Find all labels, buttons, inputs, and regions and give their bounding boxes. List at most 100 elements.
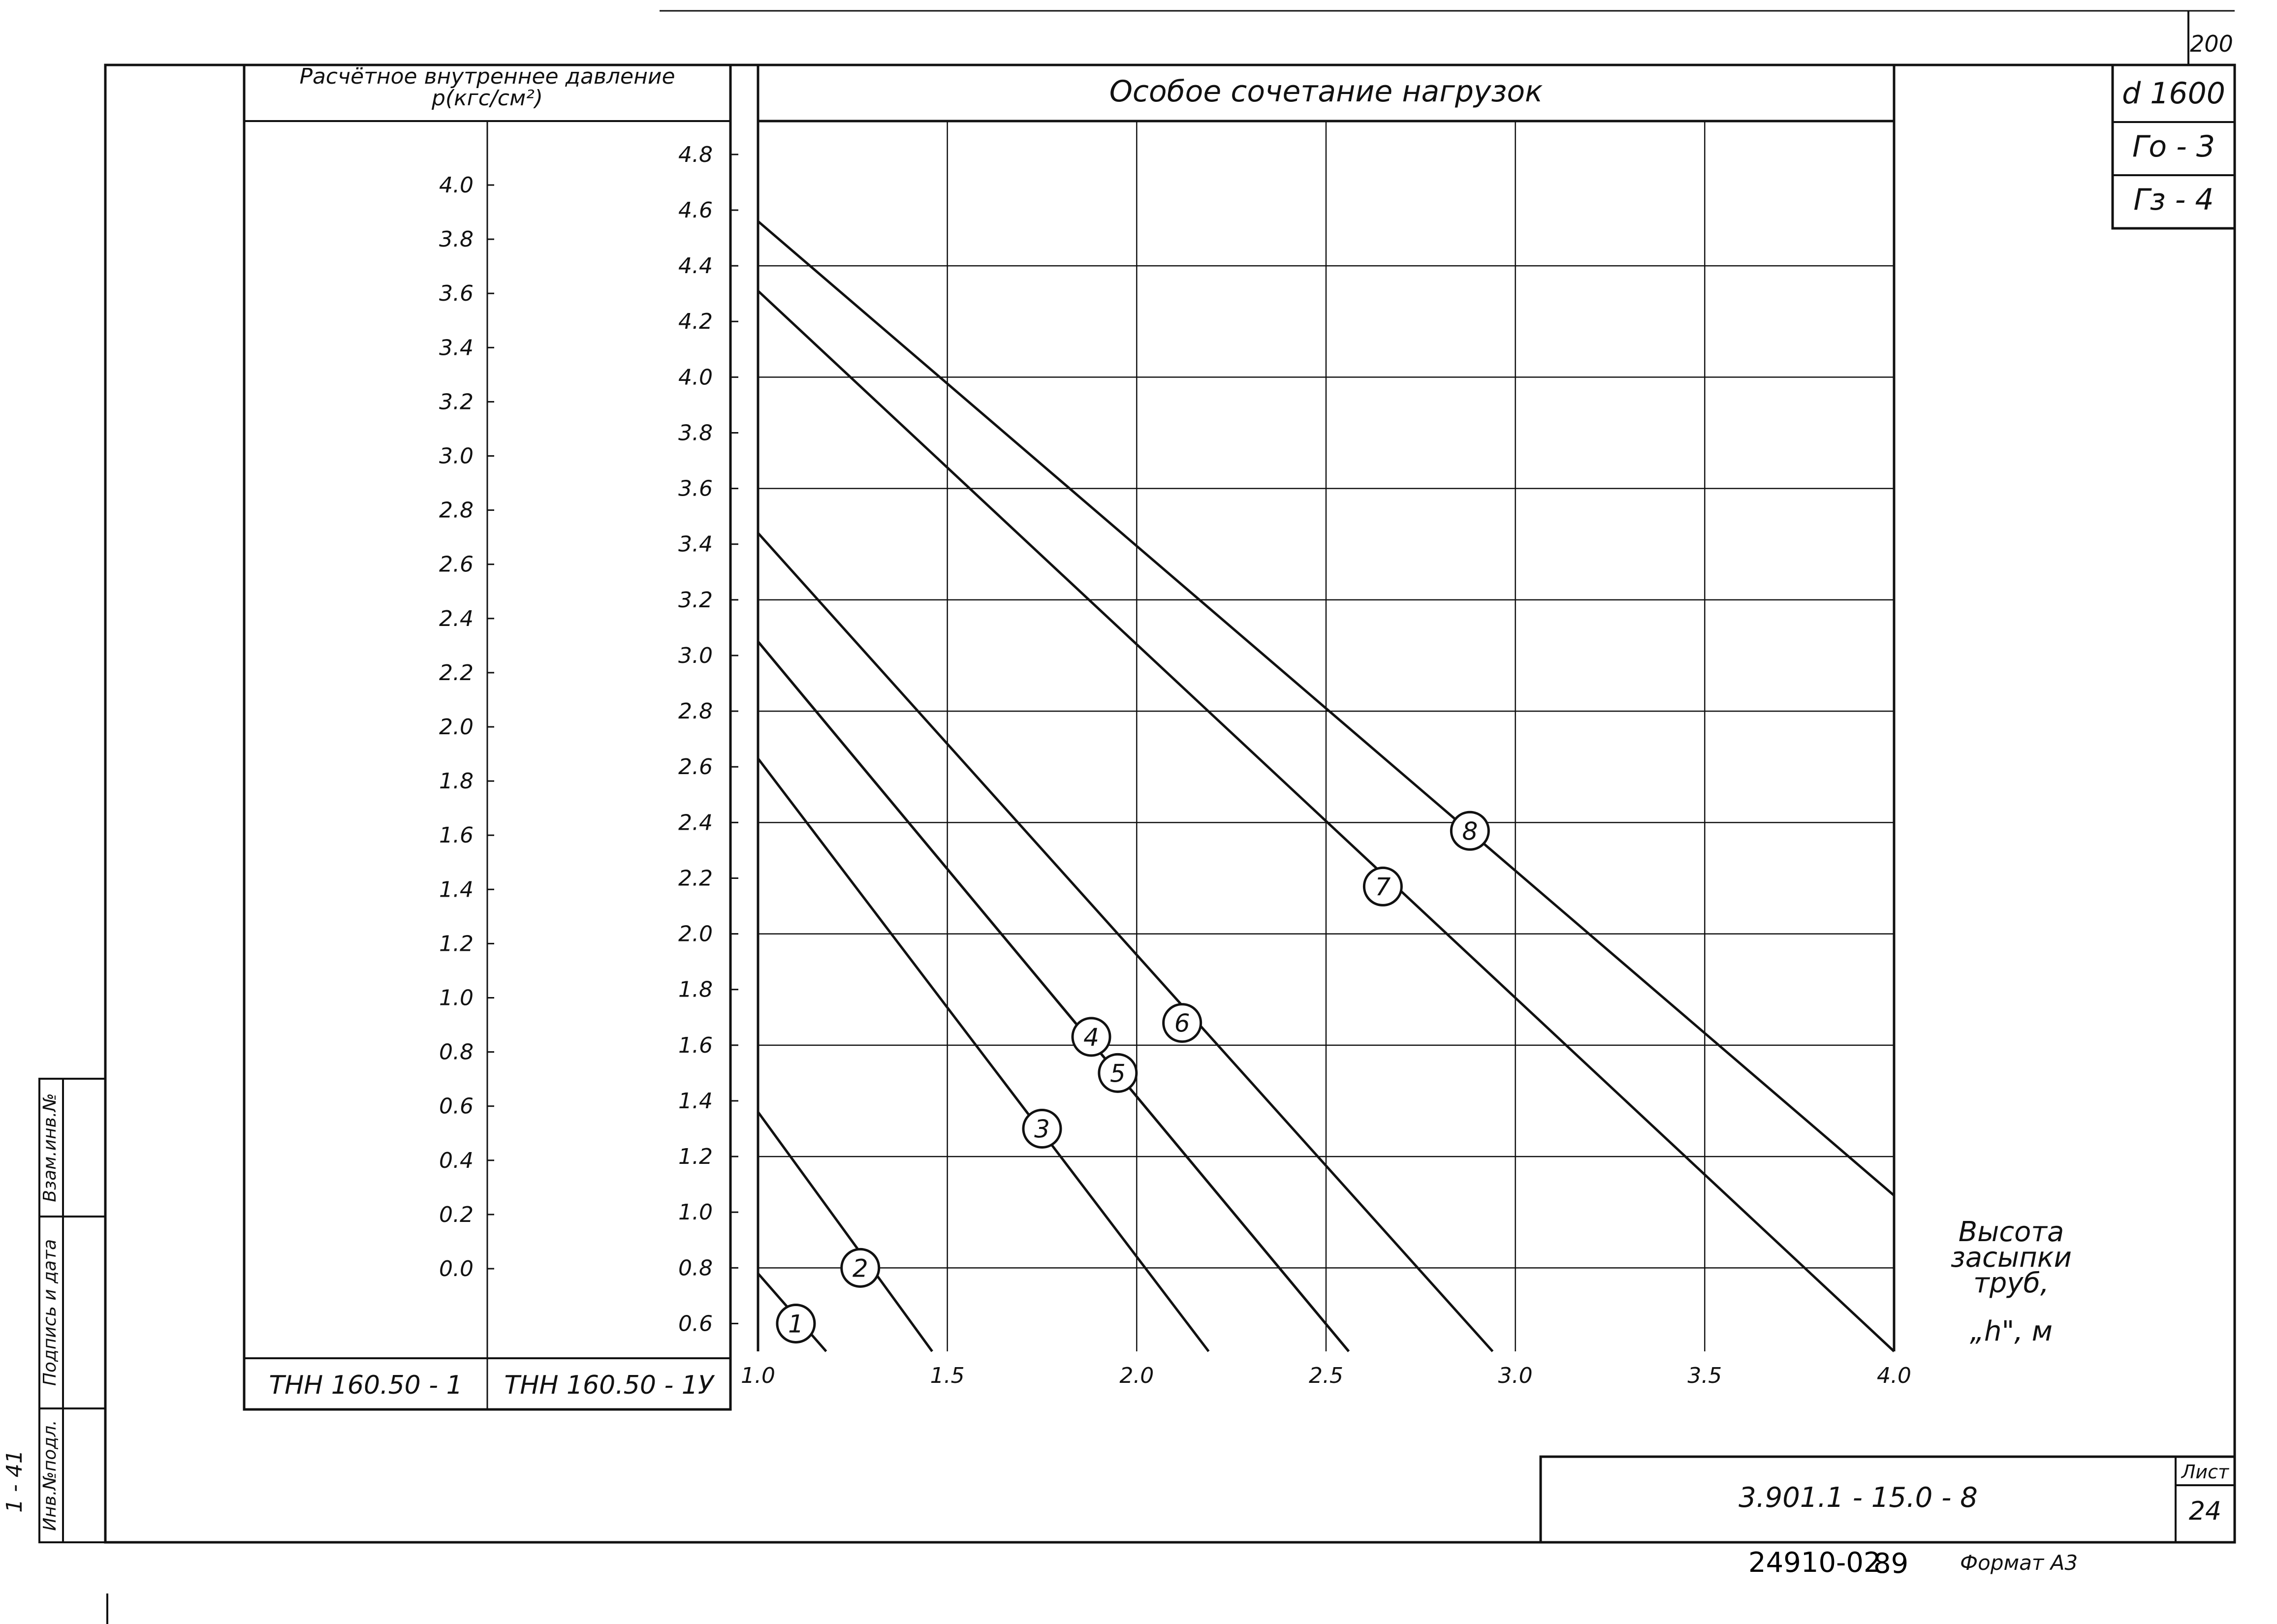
pressure-tick-label-col1: 1.8 (439, 769, 474, 794)
pipe-class-col2: ТНН 160.50 - 1У (504, 1371, 715, 1400)
pressure-tick-label-col1: 3.4 (439, 335, 474, 360)
label-replacement-inv: Взам.инв.№ (40, 1093, 60, 1202)
pressure-tick-label-col1: 2.8 (439, 498, 474, 523)
page-number-box: 200 (2187, 11, 2235, 66)
x-tick-label: 4.0 (1877, 1363, 1911, 1388)
pressure-tick-label-col2: 3.8 (678, 420, 713, 445)
label-signature-date: Подпись и дата (40, 1239, 60, 1386)
format-label: Формат А3 (1960, 1551, 2078, 1575)
pressure-tick-label-col1: 0.2 (439, 1202, 474, 1227)
sheet-label: Лист (2181, 1461, 2230, 1483)
pressure-tick-label-col2: 1.4 (678, 1089, 713, 1114)
series-marker-8 (1450, 811, 1490, 851)
stamp: d 1600 Го - 3 Гз - 4 (2111, 63, 2236, 230)
series-line-2 (757, 1111, 933, 1352)
series-marker-7 (1362, 866, 1403, 906)
series-marker-4 (1071, 1017, 1111, 1057)
pressure-tick-label-col1: 4.0 (439, 173, 474, 198)
pressure-tick-label-col1: 0.8 (439, 1040, 474, 1065)
x-tick-label: 3.5 (1687, 1363, 1722, 1388)
x-axis-label-line4: „h", м (1970, 1315, 2053, 1347)
pressure-tick-label-col1: 0.0 (439, 1256, 474, 1281)
pressure-tick-label-col2: 1.0 (678, 1200, 713, 1225)
series-label-2: 2 (853, 1254, 868, 1282)
pressure-tick-label-col1: 1.6 (439, 823, 474, 848)
x-tick-label: 2.5 (1309, 1363, 1343, 1388)
pressure-tick-label-col2: 4.8 (678, 142, 713, 167)
pressure-tick-label-col1: 0.6 (439, 1094, 474, 1119)
margin-note: 1 - 41 (2, 1450, 27, 1513)
pressure-tick-label-col2: 0.6 (678, 1311, 713, 1336)
archive-sub-number: 89 (1873, 1548, 1908, 1580)
pressure-tick-label-col2: 4.2 (678, 309, 713, 334)
title-block: 3.901.1 - 15.0 - 8 Лист 24 (1539, 1455, 2236, 1544)
pipe-class-col1: ТНН 160.50 - 1 (269, 1371, 462, 1400)
pressure-tick-label-col1: 0.4 (439, 1148, 474, 1173)
pressure-tick-label-col1: 3.0 (439, 444, 474, 469)
archive-number: 24910-02 (1748, 1547, 1881, 1579)
pressure-tick-label-col2: 0.8 (678, 1255, 713, 1280)
pressure-tick-label-col1: 3.2 (439, 389, 474, 414)
series-marker-5 (1098, 1053, 1138, 1093)
pressure-tick-label-col1: 1.4 (439, 877, 474, 902)
pressure-tick-label-col2: 2.8 (678, 699, 713, 724)
x-axis-label-line1: Высота (1959, 1216, 2064, 1248)
pressure-tick-label-col1: 2.6 (439, 552, 474, 577)
series-marker-2 (840, 1248, 881, 1288)
x-tick-label: 3.0 (1498, 1363, 1533, 1388)
x-axis-label-line3: труб, (1973, 1267, 2049, 1299)
series-line-7 (757, 290, 1895, 1352)
footer: 24910-02 89 Формат А3 (1748, 1547, 2078, 1580)
series-line-3 (757, 757, 1210, 1352)
pressure-tick-label-col2: 2.0 (678, 922, 713, 947)
pressure-header-line2: p(кгс/см²) (431, 86, 543, 111)
pressure-scale-col2: 4.8 4.6 4.4 4.2 4.0 3.8 3.6 3.4 3.2 3.0 2.8 2.6 2.4 2… (678, 142, 738, 1336)
pressure-scale-col1: 4.0 3.8 3.6 3.4 3.2 3.0 2.8 2.6 2.4 2.2 2.0 1.8 1.6 1… (439, 173, 494, 1281)
pressure-tick-label-col1: 1.0 (439, 986, 474, 1011)
pressure-tick-label-col2: 2.4 (678, 810, 713, 835)
pressure-tick-label-col1: 2.4 (439, 606, 474, 631)
series-label-6: 6 (1174, 1009, 1190, 1038)
series-marker-1 (776, 1303, 816, 1343)
series-label-5: 5 (1110, 1059, 1126, 1088)
document-code: 3.901.1 - 15.0 - 8 (1739, 1482, 1978, 1514)
series-line-8 (757, 220, 1895, 1197)
pressure-tick-label-col2: 4.6 (678, 198, 713, 223)
x-axis-ticks: 1.0 1.5 2.0 2.5 3.0 3.5 4.0 (741, 1363, 1911, 1388)
series-marker-3 (1022, 1109, 1062, 1149)
pressure-tick-label-col2: 1.8 (678, 977, 713, 1002)
pressure-table: Расчётное внутреннее давление p(кгс/см²)… (243, 63, 738, 1411)
label-original-inv: Инв.№подл. (40, 1420, 60, 1530)
series-label-4: 4 (1083, 1023, 1099, 1052)
stamp-diameter: d 1600 (2122, 76, 2225, 111)
pressure-tick-label-col2: 2.6 (678, 754, 713, 780)
pressure-tick-label-col2: 4.0 (678, 365, 713, 390)
series-line-6 (757, 532, 1494, 1352)
pressure-tick-label-col2: 3.2 (678, 588, 713, 613)
series-label-1: 1 (788, 1310, 804, 1338)
pressure-tick-label-col2: 1.6 (678, 1033, 713, 1058)
x-tick-label: 2.0 (1119, 1363, 1154, 1388)
sheet-number: 24 (2189, 1497, 2221, 1526)
x-axis-label-line2: засыпки (1951, 1242, 2072, 1274)
pressure-tick-label-col2: 3.0 (678, 643, 713, 668)
pressure-tick-label-col2: 3.4 (678, 532, 713, 557)
x-tick-label: 1.0 (741, 1363, 775, 1388)
x-axis-label: Высота засыпки труб, „h", м (1951, 1216, 2072, 1347)
pressure-tick-label-col1: 3.8 (439, 227, 474, 252)
stamp-backfill-group: Гз - 4 (2133, 183, 2214, 217)
stamp-soil-group: Го - 3 (2132, 129, 2215, 164)
pressure-tick-label-col2: 2.2 (678, 866, 713, 891)
pressure-tick-label-col2: 4.4 (678, 253, 713, 279)
pressure-tick-label-col1: 3.6 (439, 281, 474, 306)
pressure-tick-label-col1: 1.2 (439, 931, 474, 956)
page-number: 200 (2190, 31, 2233, 57)
series-label-3: 3 (1034, 1115, 1050, 1144)
pressure-header-line1: Расчётное внутреннее давление (299, 64, 675, 89)
chart-grid (757, 121, 1896, 1351)
x-tick-label: 1.5 (930, 1363, 965, 1388)
chart-series: 1 2 3 45 6 7 8 (757, 220, 1895, 1352)
series-line-5 (757, 641, 1350, 1352)
